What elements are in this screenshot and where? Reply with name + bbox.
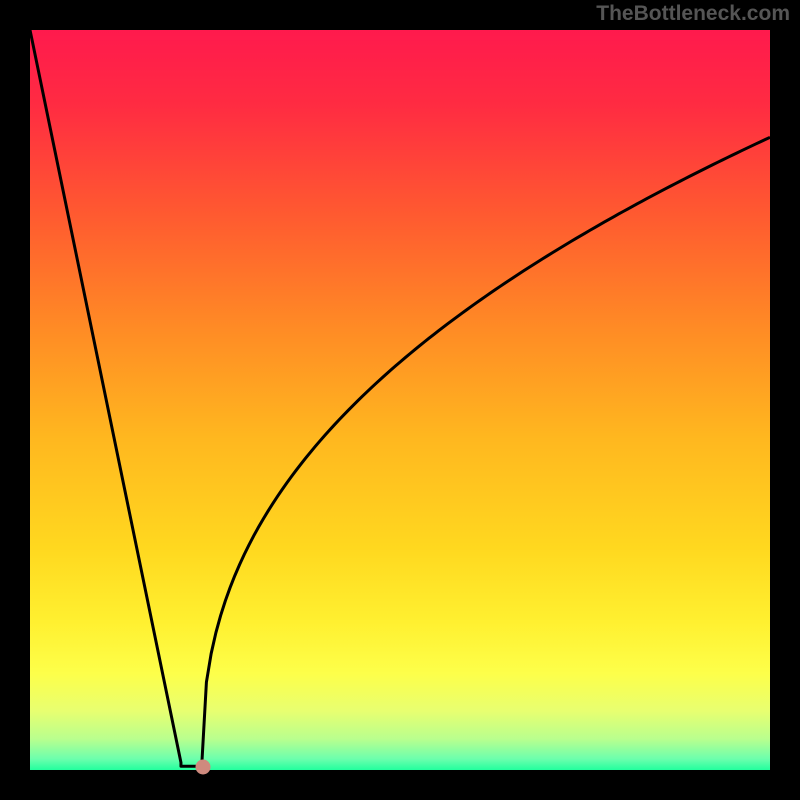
curve-layer bbox=[30, 30, 770, 770]
plot-area bbox=[30, 30, 770, 770]
bottleneck-curve bbox=[30, 30, 770, 766]
chart-frame: TheBottleneck.com bbox=[0, 0, 800, 800]
optimal-point-marker bbox=[196, 760, 211, 775]
watermark-text: TheBottleneck.com bbox=[596, 2, 790, 26]
